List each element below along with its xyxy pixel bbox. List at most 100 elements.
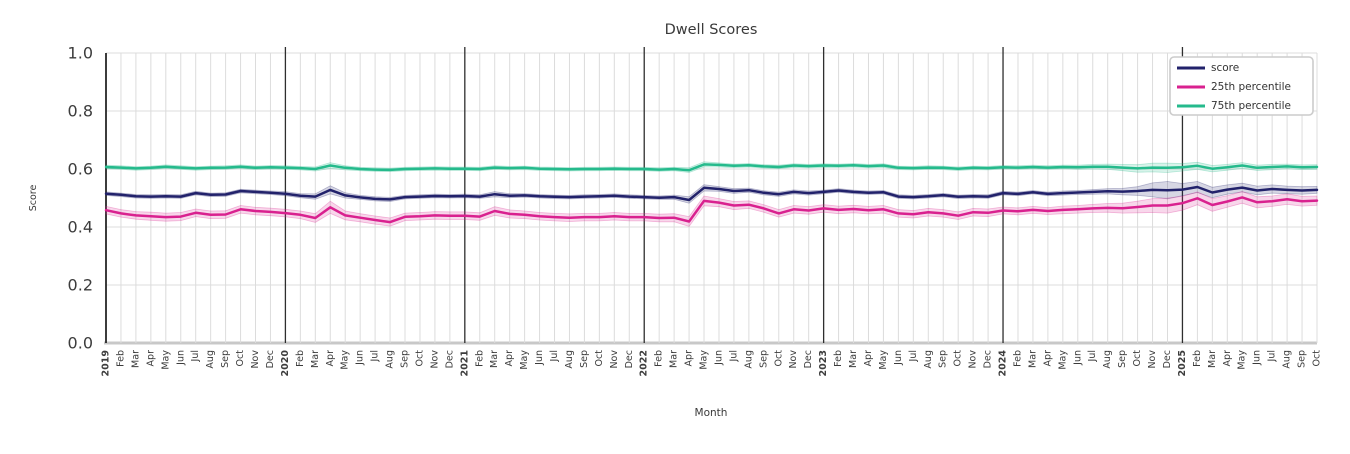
x-tick-month-label: May [1237, 350, 1248, 370]
x-tick-month-label: Apr [1222, 350, 1233, 367]
y-tick-label: 0.4 [68, 218, 93, 237]
x-tick-month-label: Feb [295, 350, 306, 367]
x-tick-month-label: Jul [1267, 350, 1278, 362]
x-tick-month-label: Oct [235, 350, 246, 367]
x-tick-month-label: Mar [310, 350, 321, 368]
x-tick-month-label: Feb [833, 350, 844, 367]
x-tick-month-label: Apr [504, 350, 515, 367]
x-tick-month-label: Sep [1297, 350, 1308, 368]
x-tick-month-label: Sep [758, 350, 769, 368]
x-tick-month-label: Aug [385, 350, 396, 369]
x-tick-month-label: Sep [1117, 350, 1128, 368]
x-tick-month-label: Oct [1312, 350, 1323, 367]
x-tick-month-label: Jun [714, 350, 725, 366]
x-tick-month-label: Oct [773, 350, 784, 367]
x-tick-month-label: Oct [594, 350, 605, 367]
x-tick-month-label: May [699, 350, 710, 370]
x-tick-month-label: Aug [205, 350, 216, 369]
x-tick-month-label: Mar [489, 350, 500, 368]
x-tick-month-label: Feb [1013, 350, 1024, 367]
x-tick-month-label: Mar [1207, 350, 1218, 368]
x-tick-month-label: Aug [564, 350, 575, 369]
x-tick-month-label: Nov [429, 350, 440, 369]
x-tick-month-label: Jun [355, 350, 366, 366]
x-tick-month-label: Mar [1027, 350, 1038, 368]
x-tick-month-label: May [160, 350, 171, 370]
y-tick-label: 0.2 [68, 276, 93, 295]
x-tick-month-label: Sep [220, 350, 231, 368]
x-tick-month-label: Feb [116, 350, 127, 367]
series-line-1 [104, 196, 1319, 224]
series-layer [104, 161, 1319, 227]
legend-label: 25th percentile [1211, 81, 1291, 93]
x-tick-month-label: Jul [908, 350, 919, 362]
series-line-0 [104, 185, 1319, 202]
x-tick-month-label: Aug [743, 350, 754, 369]
x-tick-month-label: Aug [1102, 350, 1113, 369]
legend-box [1169, 56, 1314, 116]
x-tick-month-label: Jul [1087, 350, 1098, 362]
x-tick-month-label: Jun [534, 350, 545, 366]
y-axis-label: Score [28, 185, 39, 212]
x-tick-month-label: Oct [953, 350, 964, 367]
x-tick-month-label: Jul [728, 350, 739, 362]
x-tick-month-label: Mar [130, 350, 141, 368]
x-tick-month-label: Feb [1192, 350, 1203, 367]
x-tick-month-label: Feb [654, 350, 665, 367]
x-tick-year-label: 2024 [998, 350, 1009, 377]
x-tick-month-label: Oct [415, 350, 426, 367]
x-axis-label: Month [695, 407, 728, 419]
x-tick-month-label: Apr [325, 350, 336, 367]
x-tick-month-label: Nov [1147, 350, 1158, 369]
legend: score 25th percentile 75th percentile [1169, 56, 1314, 116]
x-tick-month-label: May [519, 350, 530, 370]
y-tick-label: 0.6 [68, 160, 93, 179]
x-tick-month-label: Apr [1042, 350, 1053, 367]
x-tick-month-label: Aug [923, 350, 934, 369]
x-tick-month-label: May [1057, 350, 1068, 370]
x-tick-month-label: May [340, 350, 351, 370]
x-tick-month-label: Sep [400, 350, 411, 368]
legend-item-2: 75th percentile [1177, 100, 1291, 112]
x-tick-month-label: Nov [609, 350, 620, 369]
x-tick-month-label: Jun [1252, 350, 1263, 366]
x-tick-month-label: Jul [370, 350, 381, 362]
x-tick-month-label: Jun [1072, 350, 1083, 366]
x-tick-month-label: Jun [175, 350, 186, 366]
x-tick-year-label: 2023 [818, 350, 829, 376]
x-tick-month-label: Dec [624, 350, 635, 368]
x-tick-month-label: Dec [1162, 350, 1173, 368]
x-tick-month-label: Nov [968, 350, 979, 369]
x-tick-year-label: 2025 [1177, 350, 1188, 376]
x-tick-month-label: Nov [788, 350, 799, 369]
x-tick-month-label: Apr [145, 350, 156, 367]
x-tick-month-label: Dec [265, 350, 276, 368]
x-tick-month-label: Apr [684, 350, 695, 367]
x-tick-month-label: Jul [190, 350, 201, 362]
y-tick-label: 1.0 [68, 44, 93, 63]
legend-item-1: 25th percentile [1177, 81, 1291, 93]
x-tick-month-label: Sep [579, 350, 590, 368]
legend-item-0: score [1177, 62, 1239, 74]
x-tick-month-label: Jun [893, 350, 904, 366]
x-tick-month-label: Dec [444, 350, 455, 368]
x-tick-month-label: Feb [474, 350, 485, 367]
x-tick-month-label: Dec [803, 350, 814, 368]
gridlines-layer [104, 47, 1318, 345]
x-tick-year-label: 2022 [639, 350, 650, 376]
x-tick-month-label: Sep [938, 350, 949, 368]
x-tick-year-label: 2019 [101, 350, 112, 376]
x-tick-year-label: 2020 [280, 350, 291, 377]
legend-label: 75th percentile [1211, 100, 1291, 112]
x-tick-month-label: Oct [1132, 350, 1143, 367]
y-tick-label: 0.0 [68, 334, 93, 353]
x-tick-month-label: Apr [863, 350, 874, 367]
series-line-2 [104, 163, 1319, 172]
y-tick-label: 0.8 [68, 102, 93, 121]
x-tick-month-label: Aug [1282, 350, 1293, 369]
x-tick-month-label: Nov [250, 350, 261, 369]
x-tick-month-label: May [878, 350, 889, 370]
